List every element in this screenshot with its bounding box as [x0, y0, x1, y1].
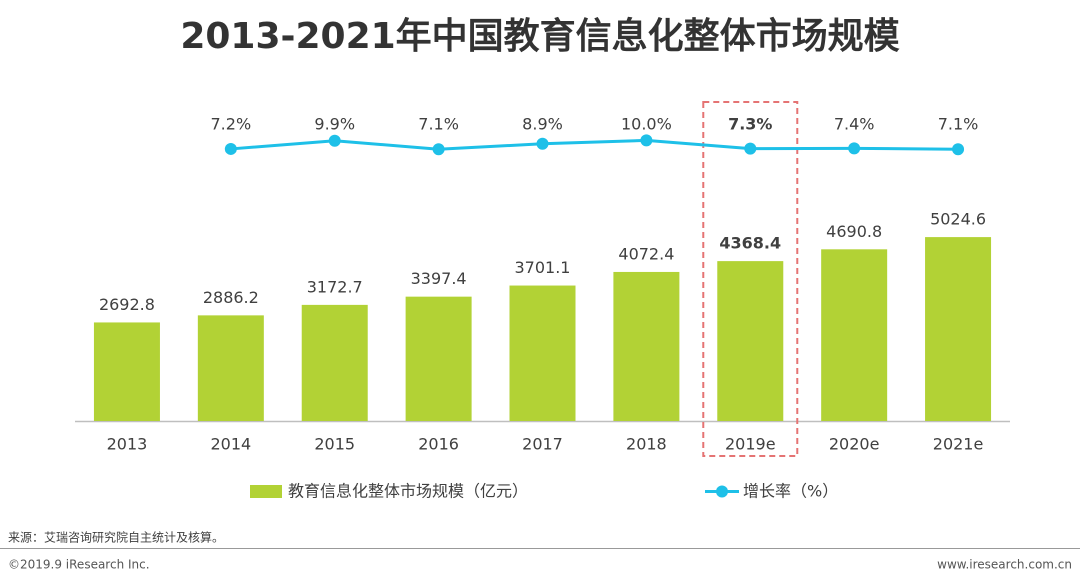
- rate-point: [432, 143, 445, 156]
- rate-value-label: 7.2%: [211, 115, 252, 134]
- rate-value-label: 7.4%: [834, 115, 875, 134]
- bar-value-label: 4690.8: [826, 222, 882, 241]
- bar-value-label: 4072.4: [618, 244, 674, 263]
- chart-title: 2013-2021年中国教育信息化整体市场规模: [180, 16, 899, 57]
- x-tick-label: 2017: [522, 435, 563, 454]
- bar-value-label: 5024.6: [930, 210, 986, 229]
- rate-line: [230, 138, 959, 151]
- x-tick-label: 2020e: [829, 435, 880, 454]
- bar: [301, 304, 368, 421]
- legend-swatch-dot: [716, 485, 728, 498]
- rate-point: [952, 143, 965, 156]
- highlight-box: [702, 101, 799, 457]
- bar: [197, 315, 264, 421]
- bar-value-label: 3172.7: [307, 277, 363, 296]
- bar: [925, 237, 992, 421]
- rate-point: [848, 142, 861, 155]
- rate-value-label: 9.9%: [314, 115, 355, 134]
- rate-point: [536, 137, 549, 150]
- bar: [509, 285, 576, 421]
- rate-point: [640, 134, 653, 147]
- x-tick-label: 2021e: [933, 435, 984, 454]
- x-tick-label: 2015: [314, 435, 355, 454]
- bar-value-label: 2886.2: [203, 288, 259, 307]
- x-tick-label: 2016: [418, 435, 459, 454]
- legend-label: 教育信息化整体市场规模（亿元）: [288, 482, 528, 501]
- bar-value-label: 3397.4: [411, 269, 467, 288]
- footer-right: www.iresearch.com.cn: [937, 558, 1072, 572]
- bar-value-label: 3701.1: [515, 258, 571, 277]
- bar: [93, 322, 160, 421]
- bar: [613, 271, 680, 421]
- x-tick-label: 2013: [107, 435, 148, 454]
- bar-value-label: 4368.4: [719, 234, 781, 253]
- bar: [821, 249, 888, 421]
- rate-point: [328, 134, 341, 147]
- bar: [405, 296, 472, 421]
- x-tick-label: 2018: [626, 435, 667, 454]
- rate-value-label: 7.1%: [418, 115, 459, 134]
- rate-point: [224, 142, 237, 155]
- bar-value-label: 2692.8: [99, 295, 155, 314]
- legend-label: 增长率（%）: [743, 482, 838, 501]
- bar: [717, 261, 784, 421]
- rate-value-label: 7.1%: [938, 115, 979, 134]
- rate-point: [744, 142, 757, 155]
- rate-value-label: 8.9%: [522, 115, 563, 134]
- legend-swatch: [250, 485, 282, 498]
- source: 来源：艾瑞咨询研究院自主统计及核算。: [8, 530, 224, 545]
- x-tick-label: 2014: [210, 435, 251, 454]
- rate-value-label: 7.3%: [728, 115, 772, 134]
- footer-left: ©2019.9 iResearch Inc.: [8, 558, 150, 572]
- rate-value-label: 10.0%: [621, 115, 672, 134]
- x-tick-label: 2019e: [725, 435, 776, 454]
